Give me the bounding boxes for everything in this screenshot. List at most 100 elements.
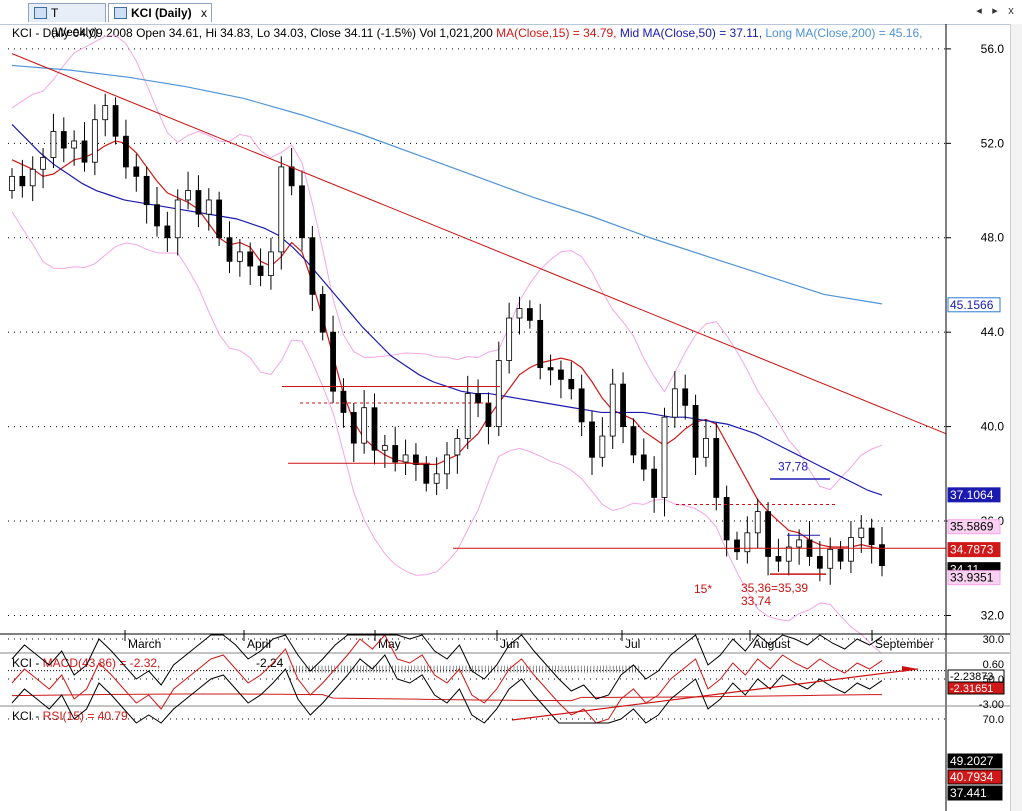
candle-body [682,388,689,406]
annotation-35-36: 35,36=35,39 [741,581,808,595]
candle-body [174,199,181,239]
ma50-legend: Mid MA(Close,50) = 37.11, [619,26,763,40]
close-window-icon[interactable]: x [1008,5,1014,17]
scroll-right-icon[interactable]: ▸ [992,5,998,17]
tab-weekly-label: T (Weekly) [51,6,99,39]
rsi-tick-label: 30.0 [983,634,1004,646]
candle-body [568,378,575,390]
candle-body [361,407,368,444]
candle-body [205,199,212,215]
candle-body [247,251,254,267]
candle-body [734,539,740,553]
macd-value-box [947,681,1005,695]
candle-body [848,537,854,562]
candle-body [661,416,668,498]
candle-body [558,369,564,380]
candle-body [485,402,492,428]
candle-body [413,454,419,465]
candle-body [630,426,637,456]
candle-body [454,438,461,456]
candle-body [816,556,823,569]
macd-value-text: -2.31651 [950,683,993,695]
candle-body [112,105,119,137]
tab-daily[interactable]: KCI (Daily) x [108,3,212,22]
candle-body [506,317,513,361]
candle-body [81,140,88,163]
rsi-lower-envelope [11,634,883,700]
candle-body [858,527,865,538]
candle-body [392,445,399,463]
tab-weekly[interactable]: T (Weekly) [28,3,106,39]
candle-body [9,175,15,191]
price-tick-label: 48.0 [981,231,1005,245]
candle-body [278,166,285,253]
candle-body [526,308,533,321]
ma15-legend: MA(Close,15) = 34.79, [496,26,617,40]
scroll-left-icon[interactable]: ◂ [976,5,982,17]
candle-body [257,265,264,276]
rsi-value-text: 40.7934 [950,770,994,784]
macd-value-text: -2.23873 [950,671,993,683]
indicator-panels: 0.60 -3.00 -2.23873-2.31651 70.0 50.0 30.0 49.… [8,634,1005,801]
downtrend-line [11,53,947,435]
tab-close-icon[interactable]: x [201,6,207,20]
upper-band-line [11,34,883,491]
bollinger-bands [11,34,883,655]
rsi-value-text: 49.2027 [950,754,994,768]
candle-body [50,131,57,158]
price-tick-label: 56.0 [981,42,1005,56]
candle-body [71,140,78,149]
candle-body [475,393,481,404]
candle-body [19,175,26,187]
lower-band-line [11,211,883,655]
rsi-value-box [947,769,1003,785]
ma15-value-box [947,542,1001,558]
candle-body [330,331,336,392]
candle-body [796,539,803,548]
candle-body [879,544,885,567]
candle-body [651,468,658,498]
candle-body [143,175,150,206]
candle-body [827,548,834,569]
rsi-upper-envelope [11,654,883,724]
chart-window-icon [114,7,127,19]
candle-body [309,237,316,295]
rsi-trendline [511,668,919,721]
macd-panel-header: KCI - MACD(43,86) = -2.32, [12,656,160,670]
price-tick-label: 52.0 [981,136,1005,150]
candle-body [91,119,98,163]
candle-body [765,511,771,557]
candle-body [216,199,223,239]
candle-body [609,383,616,437]
candle-body [754,511,761,534]
candle-body [40,157,46,170]
upper-band-value-box-text: 35.5869 [950,520,994,534]
ma200-value-box-text: 45.1566 [950,298,994,312]
tab-bar: T (Weekly) KCI (Daily) x ◂ ▸ x [0,0,1022,39]
candle-body [495,360,502,428]
candle-body [133,166,140,177]
price-panel-header: KCI - Daily 04.09.2008 Open 34.61, Hi 34… [12,26,922,40]
candle-body [589,421,595,458]
rsi-arrow-head [902,666,918,672]
lower-band-value-box [947,570,1001,586]
candle-body [195,190,202,215]
ma200-legend: Long MA(Close,200) = 45.16, [765,26,923,40]
candle-body [868,527,875,546]
rsi-value-box [947,753,1003,769]
candle-body [620,383,626,428]
candle-body [692,404,699,458]
candle-body [640,454,647,470]
candle-body [102,105,109,121]
price-tick-label: 40.0 [981,420,1005,434]
rsi-value-box [947,785,1003,801]
candle-body [837,548,844,562]
candle-body [599,435,606,458]
rsi-tick-label: 50.0 [983,674,1004,686]
candle-body [236,251,243,262]
candle-body [713,438,720,498]
time-tick-label: April [247,637,271,651]
tab-daily-label: KCI (Daily) [131,6,192,20]
candle-body [226,237,233,262]
